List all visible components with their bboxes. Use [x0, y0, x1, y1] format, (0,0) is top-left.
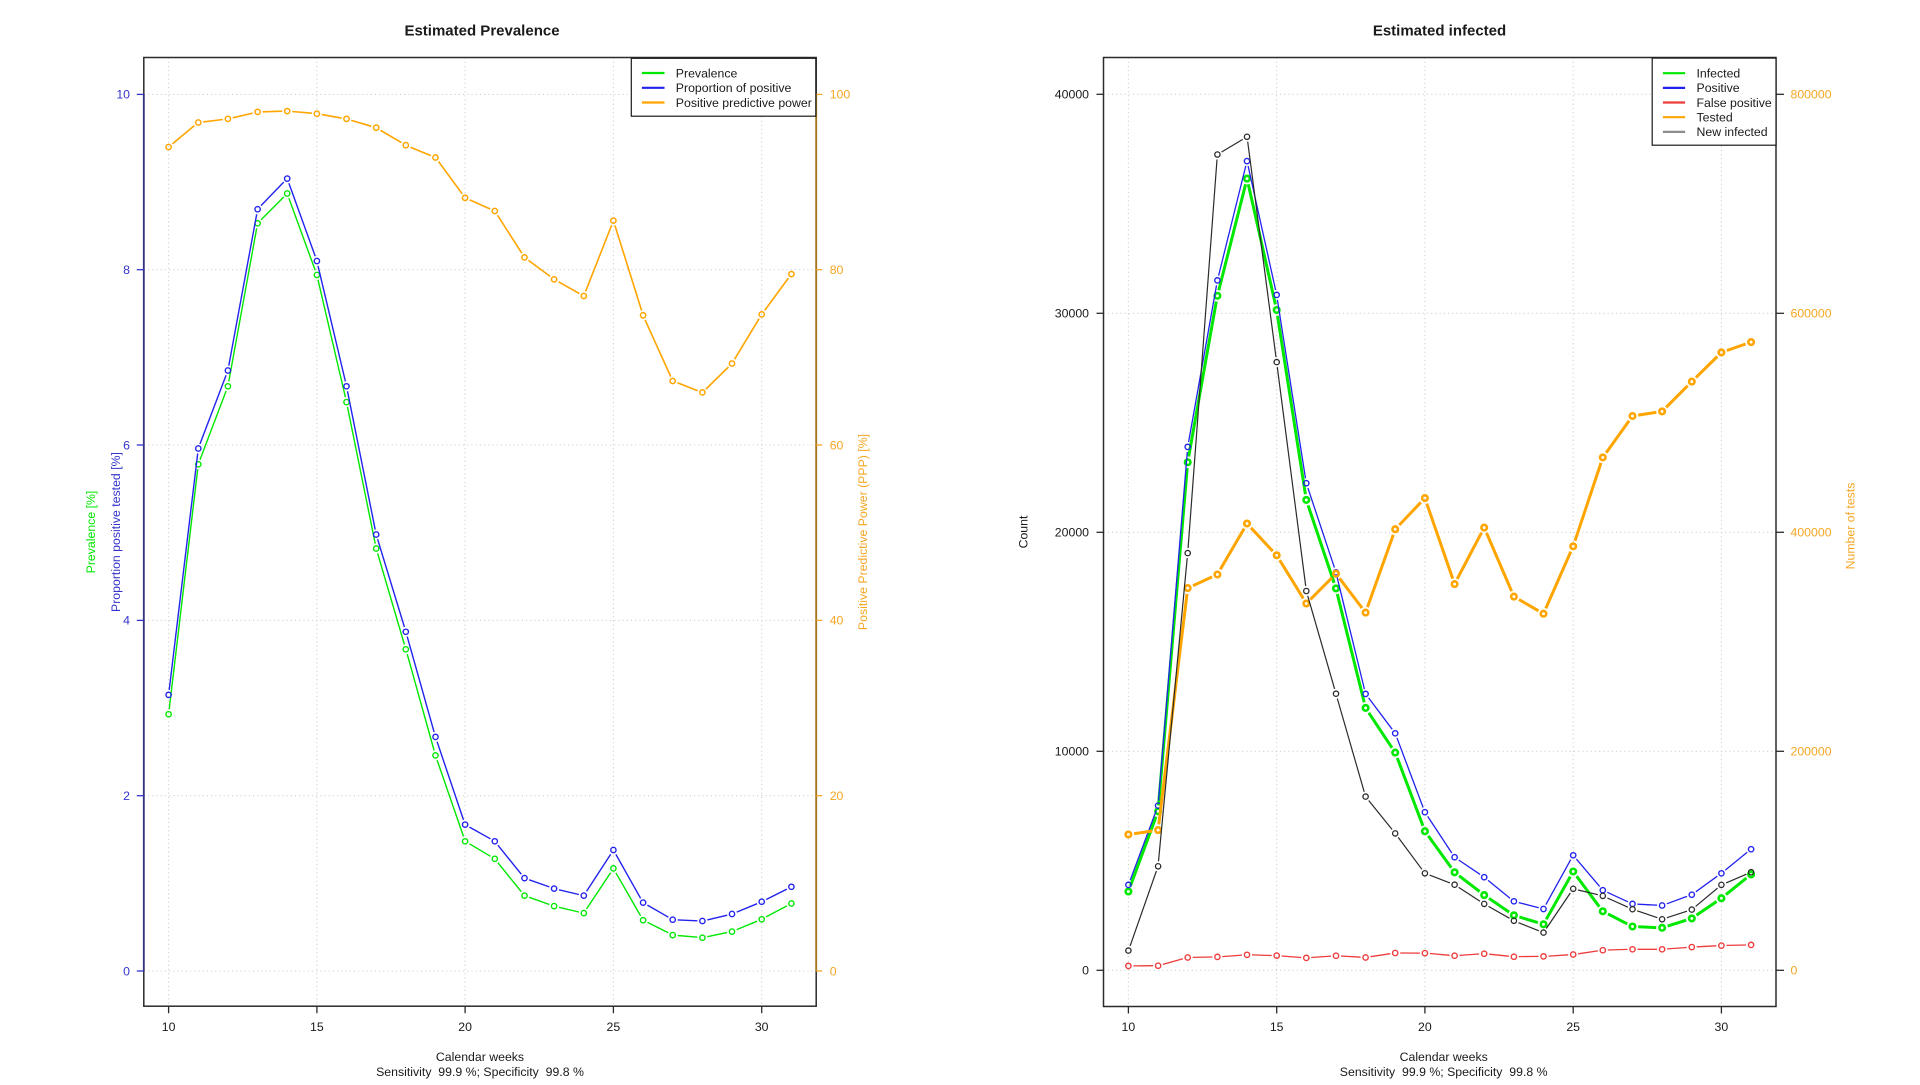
svg-text:400000: 400000 [1791, 526, 1832, 540]
svg-text:25: 25 [1566, 1020, 1580, 1034]
svg-text:10000: 10000 [1055, 745, 1089, 759]
svg-text:100: 100 [830, 88, 851, 102]
svg-text:8: 8 [123, 263, 130, 277]
svg-text:20: 20 [1418, 1020, 1432, 1034]
svg-text:Calendar weeks: Calendar weeks [1400, 1050, 1488, 1064]
svg-text:Positive Predictive Power (PPP: Positive Predictive Power (PPP) [%] [856, 434, 870, 630]
svg-text:Tested: Tested [1697, 111, 1733, 125]
svg-text:Positive predictive power: Positive predictive power [676, 96, 812, 110]
svg-text:600000: 600000 [1791, 307, 1832, 321]
svg-text:10: 10 [162, 1020, 176, 1034]
svg-text:10: 10 [1122, 1020, 1136, 1034]
svg-text:New infected: New infected [1697, 125, 1768, 139]
svg-text:Positive: Positive [1697, 81, 1740, 95]
svg-text:Count: Count [1017, 515, 1031, 548]
svg-text:Calendar weeks: Calendar weeks [436, 1050, 524, 1064]
svg-text:800000: 800000 [1791, 88, 1832, 102]
svg-text:Number of tests: Number of tests [1844, 483, 1858, 570]
svg-text:0: 0 [1082, 964, 1089, 978]
svg-text:15: 15 [310, 1020, 324, 1034]
svg-text:0: 0 [1791, 964, 1798, 978]
svg-text:Proportion positive tested [%]: Proportion positive tested [%] [109, 452, 123, 612]
svg-text:2: 2 [123, 789, 130, 803]
svg-text:80: 80 [830, 263, 844, 277]
svg-text:4: 4 [123, 614, 130, 628]
svg-text:20: 20 [830, 789, 844, 803]
svg-text:0: 0 [123, 964, 130, 978]
svg-text:Prevalence [%]: Prevalence [%] [84, 491, 98, 574]
svg-text:40000: 40000 [1055, 88, 1089, 102]
svg-text:20: 20 [458, 1020, 472, 1034]
svg-text:200000: 200000 [1791, 745, 1832, 759]
svg-text:Infected: Infected [1697, 67, 1741, 81]
svg-text:Sensitivity 99.9 %; Specifici: Sensitivity 99.9 %; Specificity 99.8 % [1340, 1065, 1548, 1079]
svg-text:0: 0 [830, 964, 837, 978]
svg-text:False positive: False positive [1697, 96, 1772, 110]
svg-text:25: 25 [607, 1020, 621, 1034]
svg-text:Proportion of positive: Proportion of positive [676, 81, 792, 95]
svg-text:30: 30 [755, 1020, 769, 1034]
svg-text:40: 40 [830, 614, 844, 628]
svg-text:15: 15 [1270, 1020, 1284, 1034]
svg-text:20000: 20000 [1055, 526, 1089, 540]
svg-text:10: 10 [116, 88, 130, 102]
svg-text:Sensitivity 99.9 %; Specifici: Sensitivity 99.9 %; Specificity 99.8 % [376, 1065, 584, 1079]
svg-text:6: 6 [123, 438, 130, 452]
svg-text:30000: 30000 [1055, 307, 1089, 321]
svg-text:Prevalence: Prevalence [676, 66, 738, 80]
svg-text:Estimated Prevalence: Estimated Prevalence [404, 23, 559, 40]
svg-text:60: 60 [830, 438, 844, 452]
svg-text:30: 30 [1715, 1020, 1729, 1034]
svg-text:Estimated infected: Estimated infected [1373, 23, 1506, 40]
